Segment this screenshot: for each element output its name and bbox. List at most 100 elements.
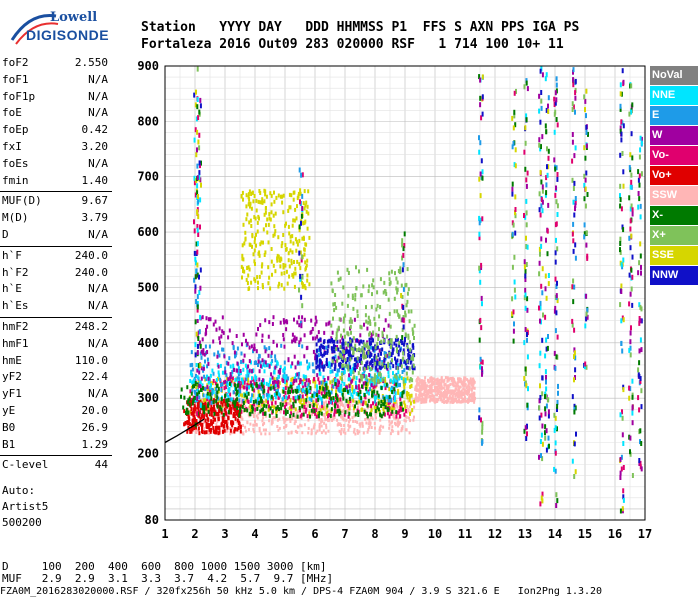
streak-point bbox=[619, 250, 622, 255]
echo-point bbox=[277, 374, 280, 379]
streak-point bbox=[587, 131, 589, 137]
echo-point bbox=[225, 429, 228, 433]
echo-point bbox=[341, 335, 344, 340]
streak-point bbox=[199, 224, 201, 230]
echo-point bbox=[412, 418, 415, 422]
echo-point bbox=[276, 383, 279, 388]
echo-point bbox=[404, 419, 407, 423]
echo-point bbox=[246, 281, 249, 286]
echo-point bbox=[260, 264, 263, 269]
echo-point bbox=[207, 402, 210, 407]
echo-point bbox=[245, 374, 248, 379]
echo-point bbox=[270, 202, 273, 207]
echo-point bbox=[253, 388, 256, 393]
echo-point bbox=[354, 338, 357, 343]
streak-point bbox=[619, 103, 622, 109]
echo-point bbox=[253, 215, 256, 220]
echo-point bbox=[388, 419, 391, 423]
echo-point bbox=[256, 220, 259, 225]
echo-point bbox=[299, 191, 302, 196]
echo-point bbox=[223, 407, 226, 412]
streak-point bbox=[628, 195, 631, 201]
streak-point bbox=[538, 454, 540, 460]
echo-point bbox=[286, 410, 289, 414]
echo-point bbox=[304, 389, 306, 394]
echo-point bbox=[429, 388, 432, 392]
echo-point bbox=[342, 346, 345, 351]
echo-point bbox=[325, 426, 328, 430]
echo-point bbox=[348, 341, 351, 346]
echo-point bbox=[239, 384, 242, 389]
echo-point bbox=[227, 410, 230, 415]
streak-point bbox=[629, 291, 632, 297]
streak-point bbox=[554, 440, 557, 446]
echo-point bbox=[385, 365, 388, 370]
x-tick-label: 16 bbox=[608, 527, 622, 541]
echo-point bbox=[205, 421, 208, 426]
echo-point bbox=[256, 275, 259, 280]
param-value: 3.79 bbox=[81, 211, 109, 225]
streak-point bbox=[572, 104, 575, 110]
streak-point bbox=[572, 67, 575, 73]
echo-point bbox=[327, 429, 330, 433]
echo-point bbox=[363, 364, 366, 369]
echo-point bbox=[343, 428, 346, 431]
echo-point bbox=[317, 397, 320, 402]
param-label: foF2 bbox=[2, 56, 29, 69]
x-tick-label: 4 bbox=[251, 527, 258, 541]
streak-point bbox=[547, 202, 550, 208]
echo-point bbox=[290, 258, 293, 263]
echo-point bbox=[232, 400, 235, 405]
echo-point bbox=[295, 373, 297, 378]
streak-point bbox=[540, 144, 542, 150]
echo-point bbox=[203, 410, 206, 415]
echo-point bbox=[473, 400, 476, 404]
echo-point bbox=[308, 235, 311, 240]
streak-point bbox=[629, 83, 632, 89]
echo-point bbox=[378, 410, 381, 414]
echo-point bbox=[322, 367, 325, 372]
echo-point bbox=[376, 372, 379, 377]
echo-point bbox=[422, 379, 424, 383]
echo-point bbox=[365, 375, 368, 380]
echo-point bbox=[235, 411, 238, 416]
echo-point bbox=[277, 379, 280, 384]
streak-point bbox=[638, 196, 641, 202]
echo-point bbox=[245, 338, 247, 343]
echo-point bbox=[256, 383, 258, 388]
echo-point bbox=[393, 387, 396, 392]
echo-point bbox=[386, 407, 389, 411]
echo-point bbox=[410, 393, 413, 398]
echo-point bbox=[415, 393, 418, 397]
echo-point bbox=[292, 396, 295, 401]
streak-point bbox=[479, 279, 482, 285]
streak-point bbox=[196, 396, 199, 402]
echo-point bbox=[391, 409, 394, 414]
echo-point bbox=[241, 417, 244, 421]
echo-point bbox=[369, 380, 372, 385]
echo-point bbox=[226, 381, 228, 385]
streak-point bbox=[638, 173, 641, 179]
echo-point bbox=[451, 389, 454, 393]
echo-point bbox=[304, 260, 307, 265]
echo-point bbox=[394, 271, 396, 276]
echo-point bbox=[384, 386, 387, 391]
echo-point bbox=[345, 346, 348, 351]
echo-point bbox=[222, 419, 224, 423]
echo-point bbox=[245, 204, 248, 209]
echo-point bbox=[379, 305, 382, 309]
streak-point bbox=[538, 260, 541, 266]
echo-point bbox=[186, 429, 189, 434]
echo-point bbox=[459, 392, 462, 396]
echo-point bbox=[359, 348, 362, 353]
echo-point bbox=[192, 397, 195, 402]
echo-point bbox=[289, 248, 292, 253]
echo-point bbox=[265, 428, 267, 432]
echo-point bbox=[243, 269, 246, 274]
echo-point bbox=[393, 374, 396, 379]
streak-point bbox=[400, 293, 403, 298]
streak-point bbox=[539, 212, 542, 218]
streak-point bbox=[479, 140, 482, 146]
echo-point bbox=[355, 359, 358, 363]
echo-point bbox=[446, 379, 449, 383]
